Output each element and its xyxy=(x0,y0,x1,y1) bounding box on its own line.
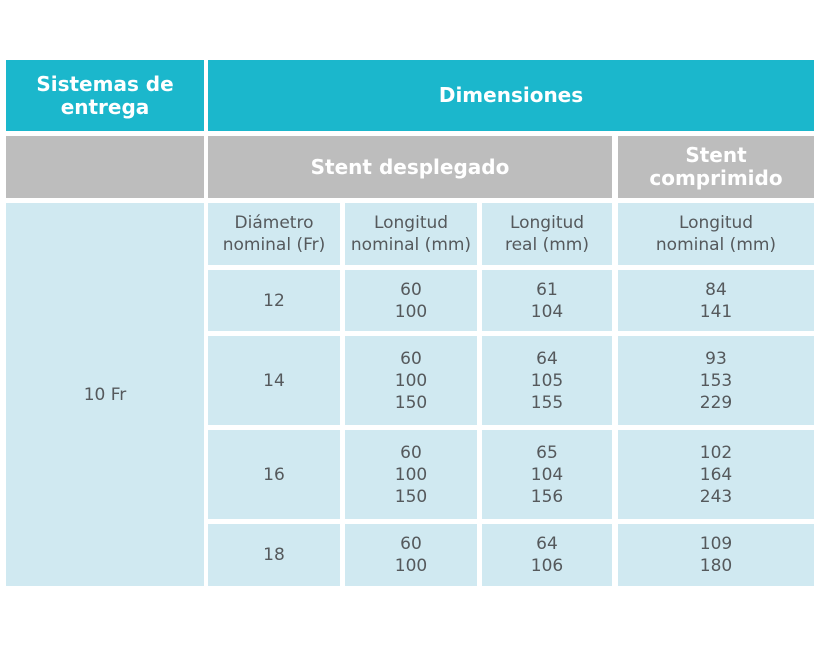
cell-value: 64 xyxy=(536,534,558,554)
cell-value: 105 xyxy=(530,370,564,391)
subheader-diametro: Diámetro nominal (Fr) xyxy=(208,203,340,265)
system-cell: 10 Fr xyxy=(6,203,204,586)
cell-value: 16 xyxy=(263,464,285,485)
header-sistemas-line-2: entrega xyxy=(60,94,150,119)
table-row-12-diametro: 12 xyxy=(208,270,340,331)
table-row-14-diametro: 14 xyxy=(208,336,340,425)
cell-value: 100 xyxy=(394,556,428,576)
subheader-longitud-nominal-line-1: Longitud xyxy=(373,213,449,233)
cell-value: 229 xyxy=(699,392,733,413)
cell-value: 60 xyxy=(400,534,422,554)
header-dimensiones: Dimensiones xyxy=(208,60,814,131)
header-sistemas-de-entrega: Sistemas de entrega xyxy=(6,60,204,131)
subheader-longitud-real-line-2: real (mm) xyxy=(504,235,589,255)
subheader-longitud-nominal: Longitud nominal (mm) xyxy=(345,203,477,265)
header-dimensiones-label: Dimensiones xyxy=(438,83,584,107)
header-stent-comprimido-line-1: Stent xyxy=(685,143,747,167)
cell-value: 155 xyxy=(530,392,564,413)
cell-value: 102 xyxy=(699,442,733,463)
cell-value: 61 xyxy=(536,279,558,300)
subheader-longitud-nominal-line-2: nominal (mm) xyxy=(350,235,472,255)
cell-value: 150 xyxy=(394,486,428,507)
cell-value: 100 xyxy=(394,464,428,485)
table-row-12-comprimido: 84 141 xyxy=(618,270,814,331)
table-row-12-nominal: 60 100 xyxy=(345,270,477,331)
system-label: 10 Fr xyxy=(83,384,127,405)
subheader-longitud-comprimido: Longitud nominal (mm) xyxy=(618,203,814,265)
table-row-14-real: 64 105 155 xyxy=(482,336,612,425)
header-gray-blank xyxy=(6,136,204,198)
cell-value: 104 xyxy=(530,464,564,485)
cell-value: 109 xyxy=(699,534,733,554)
table-row-12-real: 61 104 xyxy=(482,270,612,331)
cell-value: 60 xyxy=(400,279,422,300)
cell-value: 164 xyxy=(699,464,733,485)
cell-value: 60 xyxy=(400,442,422,463)
subheader-longitud-comprimido-line-2: nominal (mm) xyxy=(655,235,777,255)
cell-value: 60 xyxy=(400,348,422,369)
table-row-16-nominal: 60 100 150 xyxy=(345,430,477,519)
table-row-16-real: 65 104 156 xyxy=(482,430,612,519)
cell-value: 156 xyxy=(530,486,564,507)
cell-value: 150 xyxy=(394,392,428,413)
header-stent-comprimido: Stent comprimido xyxy=(618,136,814,198)
header-stent-desplegado: Stent desplegado xyxy=(208,136,612,198)
cell-value: 14 xyxy=(263,370,285,391)
cell-value: 141 xyxy=(699,301,733,322)
table-row-14-nominal: 60 100 150 xyxy=(345,336,477,425)
cell-value: 180 xyxy=(699,556,733,576)
cell-value: 12 xyxy=(263,290,285,311)
table-row-16-comprimido: 102 164 243 xyxy=(618,430,814,519)
cell-value: 100 xyxy=(394,370,428,391)
cell-value: 153 xyxy=(699,370,733,391)
subheader-longitud-real: Longitud real (mm) xyxy=(482,203,612,265)
cell-value: 100 xyxy=(394,301,428,322)
cell-value: 65 xyxy=(536,442,558,463)
cell-value: 106 xyxy=(530,556,564,576)
cell-value: 84 xyxy=(705,279,727,300)
header-sistemas-line-1: Sistemas de xyxy=(36,71,174,96)
subheader-longitud-real-line-1: Longitud xyxy=(509,213,585,233)
cell-value: 64 xyxy=(536,348,558,369)
cell-value: 243 xyxy=(699,486,733,507)
table-row-18-diametro: 18 xyxy=(208,524,340,586)
subheader-diametro-line-1: Diámetro xyxy=(234,213,314,233)
table-row-16-diametro: 16 xyxy=(208,430,340,519)
cell-value: 18 xyxy=(263,545,285,565)
subheader-diametro-line-2: nominal (Fr) xyxy=(222,235,326,255)
table-row-18-comprimido: 109 180 xyxy=(618,524,814,586)
table-row-14-comprimido: 93 153 229 xyxy=(618,336,814,425)
table-row-18-nominal: 60 100 xyxy=(345,524,477,586)
cell-value: 104 xyxy=(530,301,564,322)
header-stent-comprimido-line-2: comprimido xyxy=(649,166,783,190)
cell-value: 93 xyxy=(705,348,727,369)
subheader-longitud-comprimido-line-1: Longitud xyxy=(678,213,754,233)
header-stent-desplegado-label: Stent desplegado xyxy=(310,154,510,179)
table-row-18-real: 64 106 xyxy=(482,524,612,586)
